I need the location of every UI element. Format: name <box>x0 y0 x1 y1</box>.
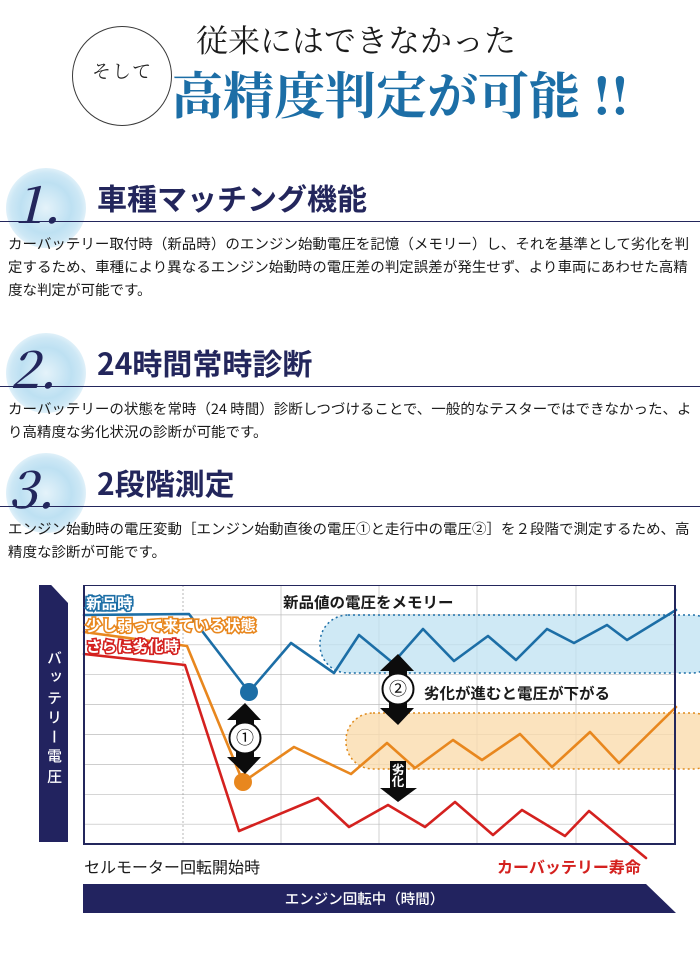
svg-text:②: ② <box>389 675 407 701</box>
svg-text:化: 化 <box>391 771 405 790</box>
svg-text:①: ① <box>236 724 254 750</box>
